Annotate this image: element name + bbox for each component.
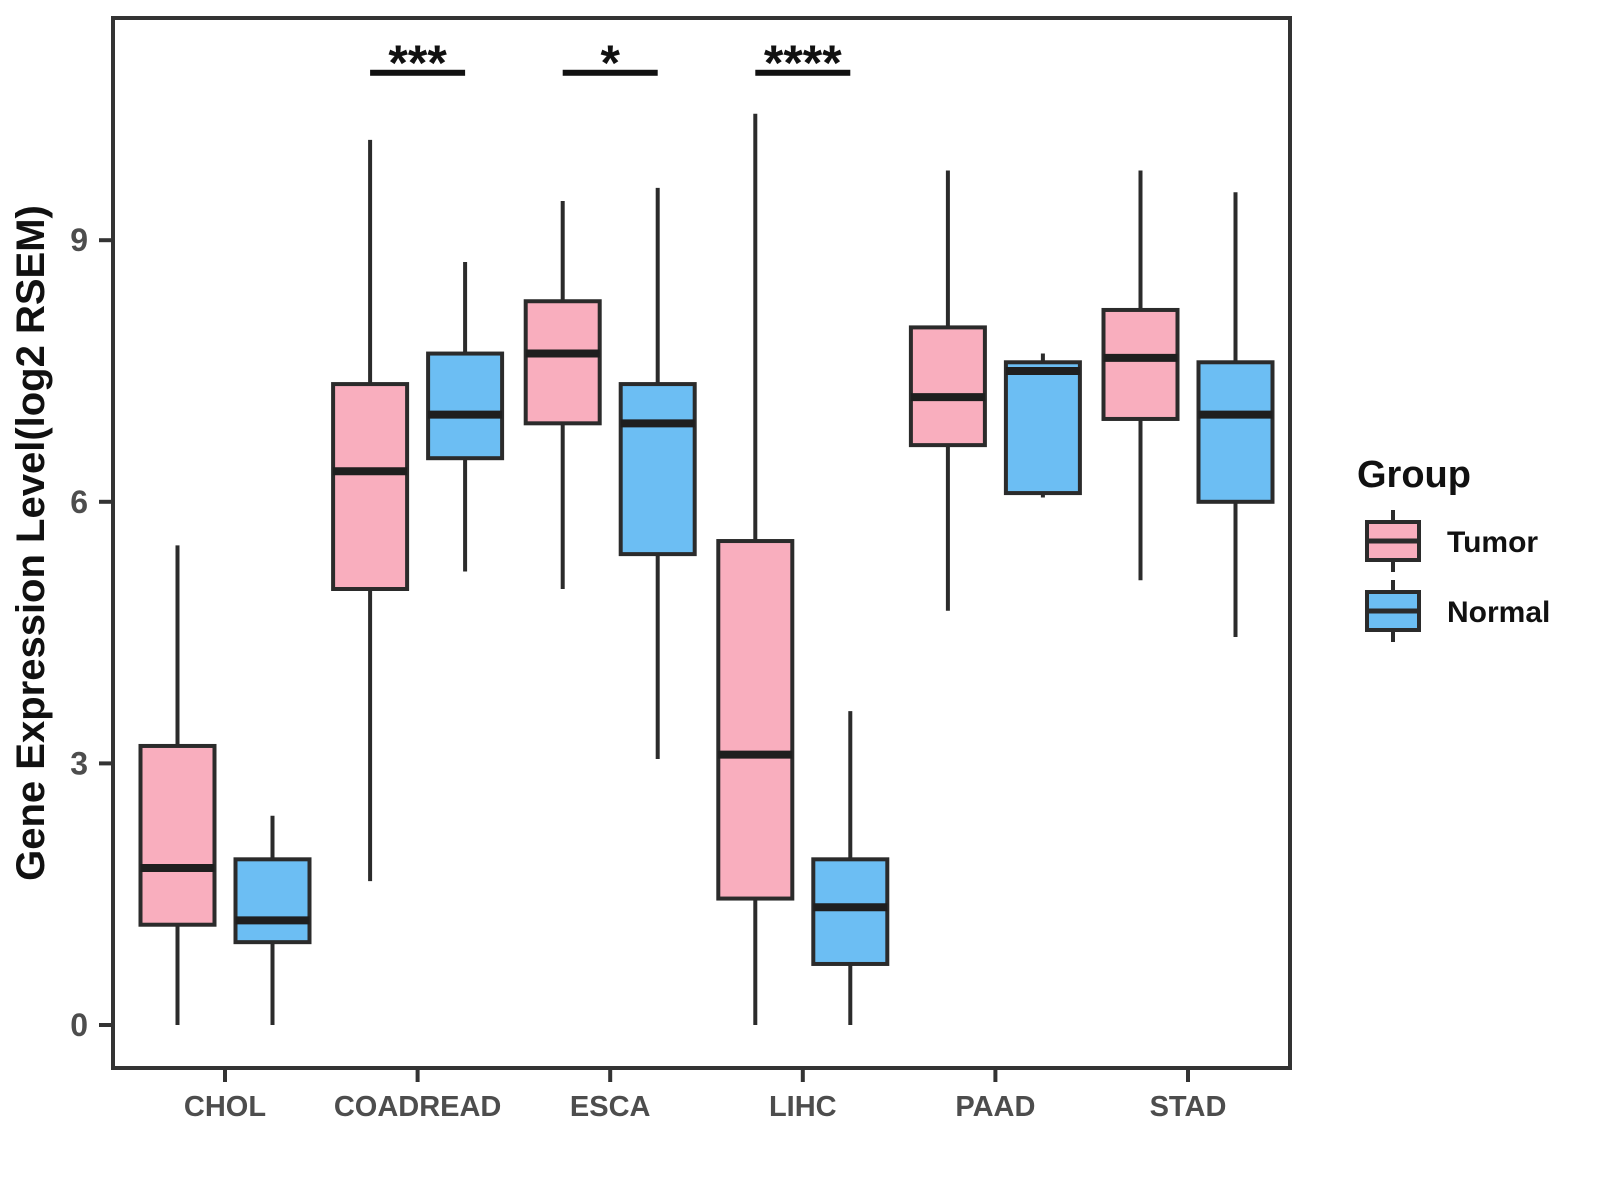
boxplot-normal-LIHC <box>811 711 890 1025</box>
x-tick-label-LIHC: LIHC <box>769 1091 837 1123</box>
sig-bar-ESCA <box>562 69 658 76</box>
boxplot-normal-COADREAD <box>426 262 505 572</box>
sig-label-LIHC: **** <box>764 35 842 91</box>
box-tumor-COADREAD <box>331 382 410 591</box>
sig-label-COADREAD: *** <box>388 35 447 91</box>
legend-key-normal <box>1365 580 1421 642</box>
boxplot-normal-PAAD <box>1003 353 1082 498</box>
sig-bar-LIHC <box>755 69 851 76</box>
y-tick-label-6: 6 <box>70 484 88 520</box>
box-normal-ESCA <box>618 382 697 557</box>
box-tumor-ESCA <box>523 299 602 426</box>
box-tumor-STAD <box>1101 307 1180 421</box>
boxplot-normal-CHOL <box>233 815 312 1025</box>
legend: Group Tumor Normal <box>1357 454 1550 642</box>
y-tick-label-9: 9 <box>70 222 88 258</box>
sig-label-ESCA: * <box>600 35 620 91</box>
box-normal-LIHC <box>811 857 890 966</box>
sig-bar-COADREAD <box>370 69 466 76</box>
x-tick-label-COADREAD: COADREAD <box>334 1091 502 1123</box>
x-tick-label-PAAD: PAAD <box>955 1091 1035 1123</box>
boxplot-normal-STAD <box>1196 192 1275 637</box>
x-tick-label-ESCA: ESCA <box>570 1091 651 1123</box>
box-tumor-CHOL <box>138 743 217 927</box>
x-tick-label-CHOL: CHOL <box>184 1091 266 1123</box>
y-tick-label-0: 0 <box>70 1007 88 1043</box>
box-normal-STAD <box>1196 360 1275 504</box>
box-normal-COADREAD <box>426 351 505 461</box>
boxplot-tumor-CHOL <box>138 545 217 1025</box>
legend-label-normal: Normal <box>1447 596 1550 629</box>
legend-key-tumor <box>1365 510 1421 572</box>
x-tick-label-STAD: STAD <box>1150 1091 1227 1123</box>
boxplot-tumor-ESCA <box>523 200 602 589</box>
legend-title: Group <box>1357 454 1471 496</box>
y-tick-label-3: 3 <box>70 745 88 781</box>
legend-label-tumor: Tumor <box>1447 526 1538 559</box>
boxplot-tumor-COADREAD <box>331 139 410 882</box>
box-normal-CHOL <box>233 857 312 945</box>
boxplot-tumor-LIHC <box>716 113 795 1025</box>
y-axis-title: Gene Expression Level(log2 RSEM) <box>9 205 53 881</box>
boxplot-normal-ESCA <box>618 187 697 760</box>
box-tumor-PAAD <box>908 325 987 448</box>
box-tumor-LIHC <box>716 539 795 901</box>
boxplot-tumor-PAAD <box>908 170 987 611</box>
plot-panel-border <box>111 16 1292 1070</box>
box-normal-PAAD <box>1003 360 1082 496</box>
boxplot-tumor-STAD <box>1101 170 1180 581</box>
